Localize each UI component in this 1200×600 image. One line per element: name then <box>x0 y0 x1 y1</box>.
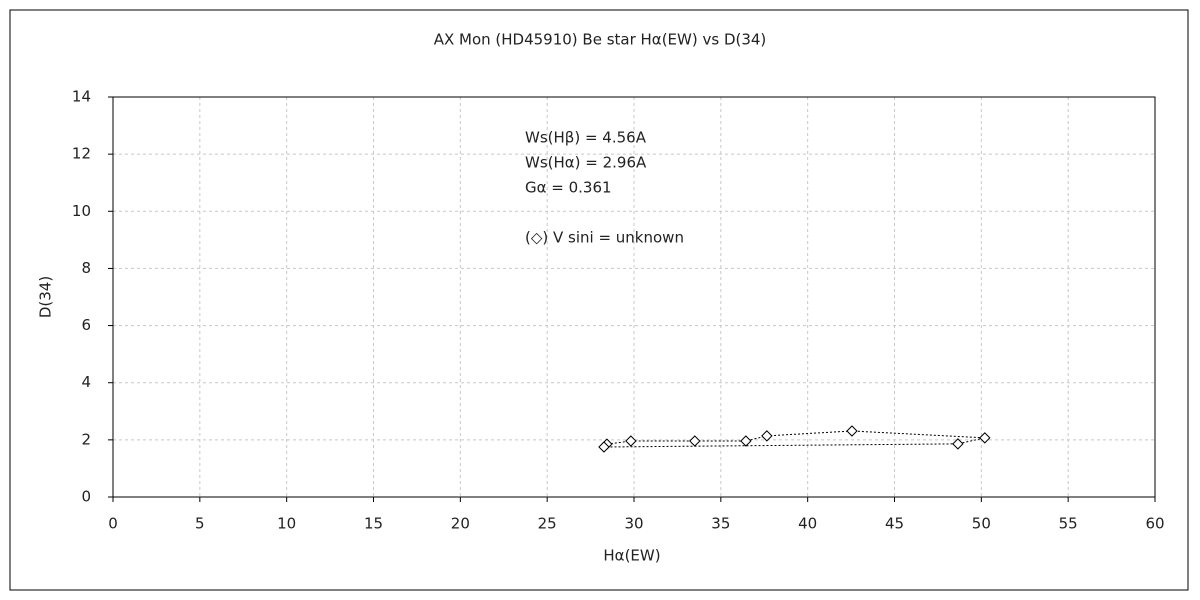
y-tick-label: 0 <box>81 488 91 506</box>
x-tick-label: 20 <box>451 515 470 533</box>
x-tick-label: 15 <box>364 515 383 533</box>
y-tick-label: 2 <box>81 430 91 448</box>
y-tick-label: 8 <box>81 259 91 277</box>
x-tick-label: 45 <box>885 515 904 533</box>
data-point <box>689 435 701 447</box>
x-tick-label: 10 <box>277 515 296 533</box>
data-point <box>625 435 637 447</box>
x-tick-label: 5 <box>195 515 205 533</box>
chart-frame <box>9 9 1189 591</box>
annotation: Gα = 0.361 <box>525 179 612 197</box>
data-point <box>740 435 752 447</box>
x-tick-label: 55 <box>1059 515 1078 533</box>
data-point <box>761 430 773 442</box>
y-tick-label: 10 <box>72 202 91 220</box>
annotation: Ws(Hβ) = 4.56A <box>525 129 647 147</box>
x-tick-label: 60 <box>1145 515 1164 533</box>
x-tick-label: 35 <box>711 515 730 533</box>
x-tick-label: 30 <box>624 515 643 533</box>
y-axis-label: D(34) <box>37 276 55 318</box>
y-tick-label: 6 <box>81 316 91 334</box>
data-point <box>598 441 610 453</box>
x-tick-label: 25 <box>538 515 557 533</box>
data-point <box>846 425 858 437</box>
y-tick-label: 14 <box>72 88 91 106</box>
data-point <box>979 432 991 444</box>
y-tick-label: 12 <box>72 145 91 163</box>
plot-area <box>112 96 1156 498</box>
annotation: (◇) V sini = unknown <box>525 229 684 247</box>
x-tick-label: 0 <box>108 515 118 533</box>
x-tick-label: 40 <box>798 515 817 533</box>
x-axis-label: Hα(EW) <box>603 547 660 565</box>
annotation: Ws(Hα) = 2.96A <box>525 154 647 172</box>
data-point <box>952 438 964 450</box>
y-tick-label: 4 <box>81 373 91 391</box>
chart-title: AX Mon (HD45910) Be star Hα(EW) vs D(34) <box>434 31 767 49</box>
x-tick-label: 50 <box>972 515 991 533</box>
